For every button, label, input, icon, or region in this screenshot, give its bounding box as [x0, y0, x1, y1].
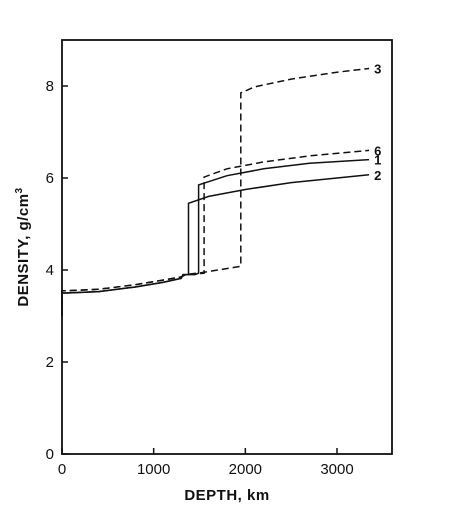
x-tick-label: 1000 — [137, 461, 170, 478]
y-axis-title-main: DENSITY, g/cm — [15, 193, 32, 306]
plot-frame — [61, 39, 393, 455]
series-line-1 — [61, 158, 370, 316]
series-layer — [61, 67, 370, 316]
x-axis-title: DEPTH, km — [184, 487, 269, 504]
series-label-3: 3 — [374, 62, 381, 77]
x-axis-ticks: 0 1000 2000 3000 — [58, 448, 354, 478]
series-label-2: 2 — [374, 168, 381, 183]
series-labels: 3 612 — [374, 62, 381, 183]
series-line-3 — [61, 67, 370, 316]
y-tick-label: 2 — [46, 354, 54, 371]
series-label-1: 1 — [374, 153, 381, 168]
series-label-6: 6 — [374, 143, 381, 158]
y-tick-label: 4 — [46, 262, 54, 279]
x-tick-label: 3000 — [320, 461, 353, 478]
y-tick-label: 0 — [46, 446, 54, 463]
series-line-2 — [61, 174, 370, 316]
y-tick-label: 8 — [46, 78, 54, 95]
x-tick-label: 0 — [58, 461, 66, 478]
x-tick-label: 2000 — [229, 461, 262, 478]
y-axis-title: DENSITY, g/cm3 — [14, 187, 32, 306]
series-line-6 — [61, 149, 370, 316]
y-axis-ticks: 0 2 4 6 8 — [46, 78, 68, 463]
y-axis-title-superscript: 3 — [14, 187, 25, 193]
y-tick-label: 6 — [46, 170, 54, 187]
